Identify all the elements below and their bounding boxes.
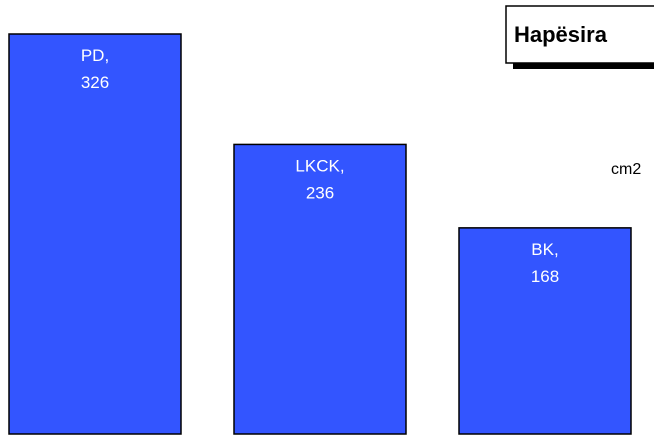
data-label-category-bk: BK,	[531, 240, 558, 259]
bar-lkck	[233, 143, 407, 435]
data-label-category-lkck: LKCK,	[295, 156, 344, 175]
chart-title-box: Hapësira	[505, 5, 654, 69]
title-box	[505, 5, 654, 64]
data-label-value-bk: 168	[531, 267, 559, 286]
data-label-value-lkck: 236	[306, 183, 334, 202]
bars-layer	[8, 33, 632, 435]
bar-bk	[458, 227, 632, 435]
chart-title: Hapësira	[514, 22, 608, 47]
bar-pd	[8, 33, 182, 435]
data-label-category-pd: PD,	[81, 46, 109, 65]
data-labels-layer: PD, 326 LKCK, 236 BK, 168	[81, 46, 559, 286]
data-label-value-pd: 326	[81, 73, 109, 92]
unit-label: cm2	[611, 161, 641, 178]
